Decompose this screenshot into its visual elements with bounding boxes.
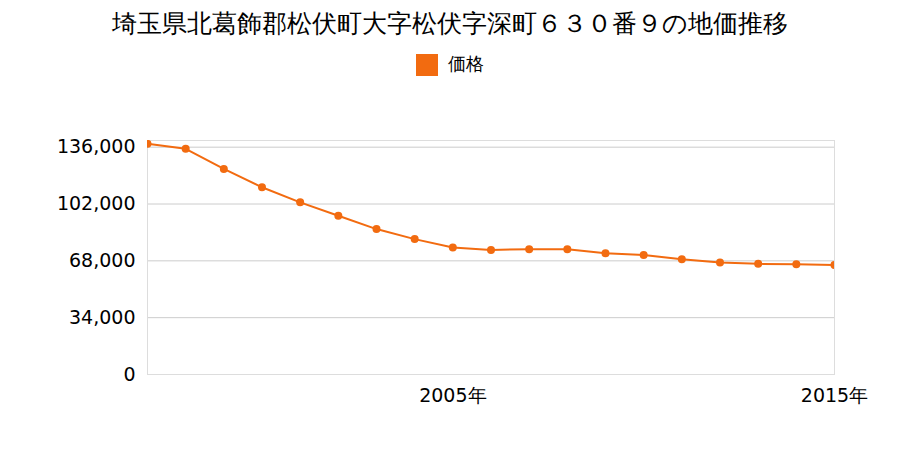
svg-text:34,000: 34,000 xyxy=(69,306,135,328)
svg-text:2015年: 2015年 xyxy=(801,384,868,406)
html-text:埼玉県北葛飾郡松伏町大字松伏字深町６３０番９の地価推移: 埼玉県北葛飾郡松伏町大字松伏字深町６３０番９の地価推移 xyxy=(112,9,788,38)
svg-text:0: 0 xyxy=(123,363,135,385)
svg-text:136,000: 136,000 xyxy=(57,135,136,157)
svg-text:2005年: 2005年 xyxy=(419,384,486,406)
html-text:価格: 価格 xyxy=(448,53,484,74)
svg-text:68,000: 68,000 xyxy=(69,249,135,271)
svg-text:102,000: 102,000 xyxy=(57,192,136,214)
